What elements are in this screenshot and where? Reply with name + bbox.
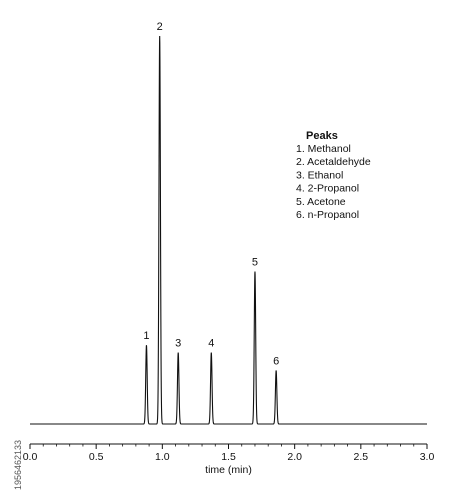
x-tick-label-2.0: 2.0	[287, 451, 302, 463]
peak-label-4: 4	[208, 338, 214, 350]
legend-item-2: 2. Acetaldehyde	[296, 156, 371, 168]
peak-label-6: 6	[273, 355, 279, 367]
x-tick-label-3.0: 3.0	[420, 451, 435, 463]
peak-label-1: 1	[143, 330, 149, 342]
legend-item-6: 6. n-Propanol	[296, 209, 359, 221]
watermark-id-text: 1956462133	[13, 439, 23, 490]
x-tick-label-1.0: 1.0	[155, 451, 170, 463]
chromatogram-trace	[30, 35, 427, 425]
plot-area: 1 2 3 4 5 6 0.0 0.5 1.0 1.5 2.0 2.5 3.0 time (min)	[23, 21, 435, 476]
x-tick-label-1.5: 1.5	[221, 451, 236, 463]
x-tick-label-0.0: 0.0	[23, 451, 38, 463]
legend-item-4: 4. 2-Propanol	[296, 183, 359, 195]
x-tick-label-0.5: 0.5	[89, 451, 104, 463]
legend-title: Peaks	[306, 130, 338, 142]
watermark-id: 1956462133	[2, 330, 23, 490]
x-axis-label: time (min)	[205, 464, 252, 476]
x-tick-label-2.5: 2.5	[354, 451, 369, 463]
peak-label-3: 3	[175, 338, 181, 350]
legend-item-5: 5. Acetone	[296, 196, 346, 208]
legend-item-1: 1. Methanol	[296, 143, 351, 155]
peak-label-2: 2	[157, 21, 163, 33]
peak-label-5: 5	[252, 257, 258, 269]
legend-item-3: 3. Ethanol	[296, 169, 343, 181]
